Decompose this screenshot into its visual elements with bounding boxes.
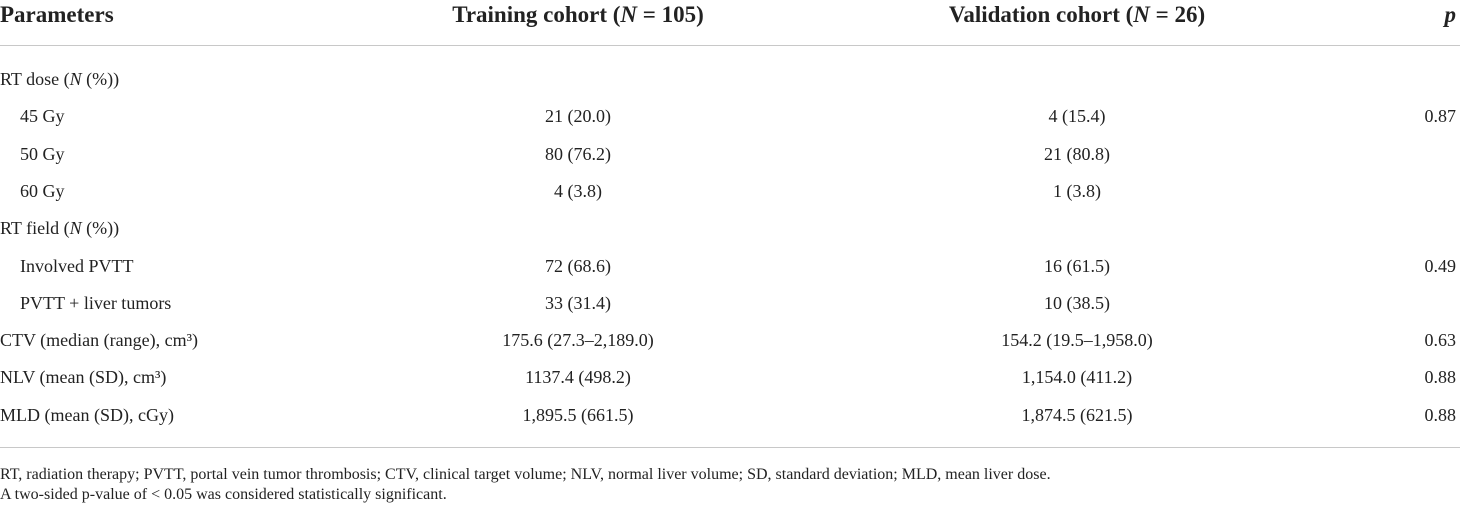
row-label-run: (%)) xyxy=(81,69,120,89)
row-label: 50 Gy xyxy=(20,143,65,164)
row-value: 4 (15.4) xyxy=(1048,106,1106,127)
header-cell-run: = 105) xyxy=(637,2,704,27)
header-cell-run: = 26) xyxy=(1149,2,1206,27)
row-label: RT field (N (%)) xyxy=(0,217,119,239)
row-label-run: RT field ( xyxy=(0,218,70,239)
row-value: 154.2 (19.5–1,958.0) xyxy=(1001,330,1153,351)
bottom-rule xyxy=(0,447,1460,448)
footnote: RT, radiation therapy; PVTT, portal vein… xyxy=(0,466,1051,483)
header-cell: p xyxy=(1445,1,1457,29)
row-label: Involved PVTT xyxy=(20,255,134,276)
row-value: 175.6 (27.3–2,189.0) xyxy=(502,330,654,351)
row-label: MLD (mean (SD), cGy) xyxy=(0,404,174,425)
header-cell-run: Training cohort ( xyxy=(452,2,621,27)
row-value: 0.87 xyxy=(1424,106,1457,127)
row-value: 0.49 xyxy=(1424,255,1457,276)
row-value: 21 (20.0) xyxy=(545,106,611,127)
row-value: 0.88 xyxy=(1424,367,1457,388)
row-value: 1 (3.8) xyxy=(1053,180,1101,201)
footnote: A two-sided p-value of < 0.05 was consid… xyxy=(0,486,447,503)
row-value: 72 (68.6) xyxy=(545,255,611,276)
row-label: 45 Gy xyxy=(20,106,65,127)
row-label: PVTT + liver tumors xyxy=(20,292,172,313)
row-value: 0.88 xyxy=(1424,404,1457,425)
header-cell-run: Parameters xyxy=(0,2,114,27)
row-label: CTV (median (range), cm³) xyxy=(0,330,198,351)
row-label: RT dose (N (%)) xyxy=(0,68,119,90)
header-cell-run: N xyxy=(620,2,638,27)
row-value: 33 (31.4) xyxy=(545,292,611,313)
row-value: 10 (38.5) xyxy=(1044,292,1110,313)
row-value: 21 (80.8) xyxy=(1044,143,1110,164)
header-cell: Parameters xyxy=(0,1,114,29)
row-value: 0.63 xyxy=(1424,330,1457,351)
row-label-run: (%)) xyxy=(81,218,120,239)
row-label: NLV (mean (SD), cm³) xyxy=(0,367,167,388)
row-value: 80 (76.2) xyxy=(545,143,611,164)
row-value: 1137.4 (498.2) xyxy=(525,367,631,388)
header-cell-run: p xyxy=(1444,2,1457,27)
row-value: 4 (3.8) xyxy=(554,180,602,201)
row-label-run: N xyxy=(69,218,82,239)
row-label-run: RT dose ( xyxy=(0,69,70,89)
row-label: 60 Gy xyxy=(20,180,65,201)
row-value: 16 (61.5) xyxy=(1044,255,1110,276)
row-label-run: N xyxy=(69,69,82,89)
header-rule xyxy=(0,45,1460,46)
header-cell-run: N xyxy=(1133,2,1150,27)
row-value: 1,895.5 (661.5) xyxy=(522,404,634,425)
header-cell-run: Validation cohort ( xyxy=(948,2,1134,27)
row-value: 1,874.5 (621.5) xyxy=(1021,404,1133,425)
header-cell: Validation cohort (N = 26) xyxy=(949,1,1205,29)
header-cell: Training cohort (N = 105) xyxy=(452,1,704,29)
row-value: 1,154.0 (411.2) xyxy=(1021,367,1133,388)
